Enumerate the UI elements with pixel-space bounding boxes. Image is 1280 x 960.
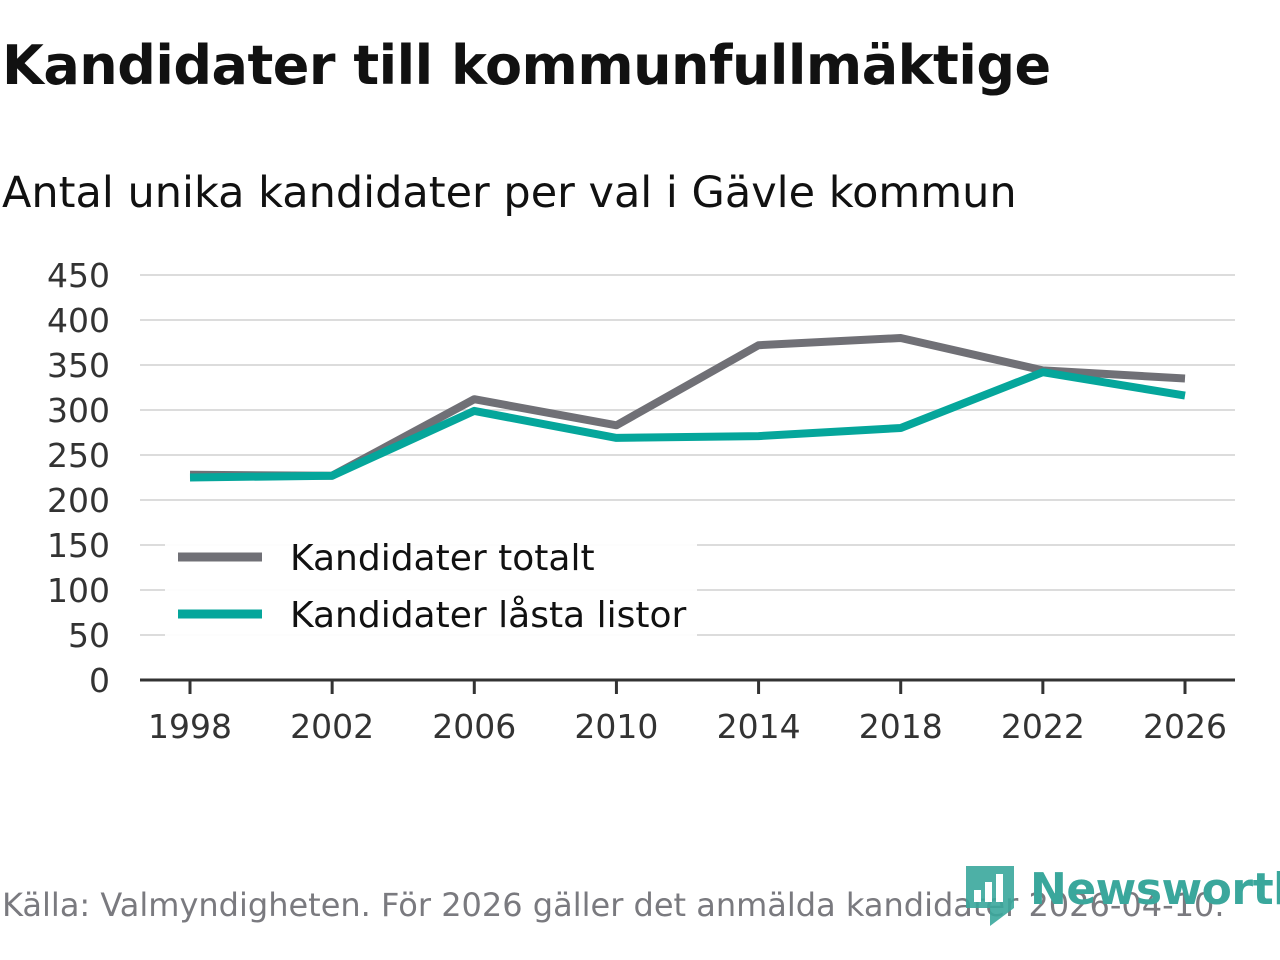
brand-name: Newsworthy <box>1030 864 1280 915</box>
series-line-kandidater-lasta-listor <box>189 368 1186 482</box>
legend-label: Kandidater totalt <box>290 538 595 579</box>
x-tick-label: 2018 <box>859 707 943 746</box>
x-tick-label: 1998 <box>148 707 232 746</box>
x-axis-ticks: 1998 2002 2006 2010 2014 2018 2022 2026 <box>148 680 1227 746</box>
y-tick-label: 400 <box>47 301 110 340</box>
chart-title: Kandidater till kommunfullmäktige <box>2 34 1051 97</box>
x-tick-label: 2010 <box>574 707 658 746</box>
legend-box <box>165 528 697 640</box>
legend: Kandidater totalt Kandidater låsta listor <box>165 528 697 640</box>
x-tick-label: 2026 <box>1143 707 1227 746</box>
x-tick-label: 2002 <box>290 707 374 746</box>
source-note: Källa: Valmyndigheten. För 2026 gäller d… <box>2 886 1225 924</box>
y-tick-label: 100 <box>47 571 110 610</box>
y-tick-label: 50 <box>68 616 110 655</box>
x-tick-label: 2006 <box>432 707 516 746</box>
newsworthy-logo-icon <box>966 866 1014 926</box>
x-tick-label: 2014 <box>717 707 801 746</box>
y-tick-label: 150 <box>47 526 110 565</box>
y-tick-label: 250 <box>47 436 110 475</box>
y-tick-label: 0 <box>89 661 110 700</box>
series-lines <box>189 334 1186 482</box>
y-axis-ticks: 0 50 100 150 200 250 300 350 400 450 <box>47 256 110 700</box>
x-tick-label: 2022 <box>1001 707 1085 746</box>
y-tick-label: 450 <box>47 256 110 295</box>
chart-subtitle: Antal unika kandidater per val i Gävle k… <box>2 168 1017 218</box>
legend-label: Kandidater låsta listor <box>290 595 686 636</box>
y-tick-label: 200 <box>47 481 110 520</box>
y-tick-label: 350 <box>47 346 110 385</box>
y-tick-label: 300 <box>47 391 110 430</box>
